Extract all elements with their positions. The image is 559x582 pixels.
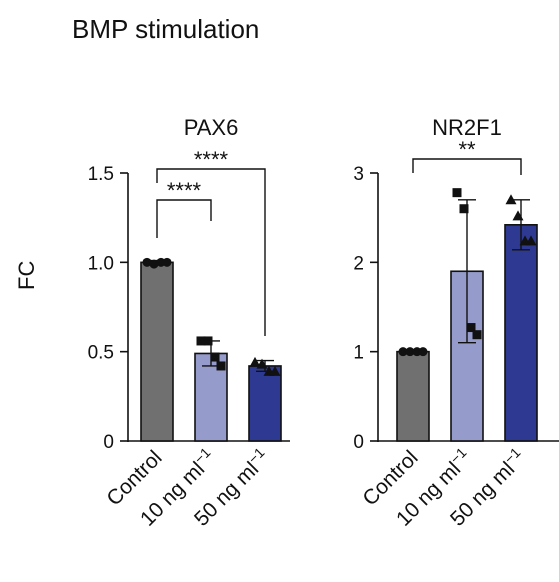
bar [140, 261, 174, 442]
data-point [162, 257, 172, 267]
data-point [249, 356, 261, 367]
bar [396, 350, 430, 442]
data-point [216, 361, 226, 371]
data-point [505, 194, 517, 205]
data-point [525, 235, 537, 246]
data-point [418, 347, 428, 357]
data-point [512, 210, 524, 221]
data-point [459, 204, 469, 214]
chart-title: PAX6 [184, 115, 239, 140]
significance-label: **** [194, 147, 229, 172]
significance-bracket [156, 199, 212, 238]
data-point [256, 358, 268, 369]
y-tick-label: 1 [353, 343, 364, 364]
figure-title: BMP stimulation [72, 14, 260, 44]
data-point [203, 336, 213, 346]
data-point [466, 323, 476, 333]
significance-bracket [412, 158, 522, 175]
data-point [149, 259, 159, 269]
significance-label: ** [458, 137, 476, 162]
data-point [398, 347, 408, 357]
y-tick-label: 1.5 [88, 164, 114, 185]
data-point [452, 188, 462, 198]
y-tick-label: 3 [353, 164, 364, 185]
significance-label: **** [167, 178, 202, 203]
bar [504, 224, 538, 442]
data-point [196, 336, 206, 346]
data-point [405, 347, 415, 357]
bar [248, 365, 282, 442]
y-tick-label: 0 [353, 432, 364, 453]
y-tick-label: 0.5 [88, 343, 114, 364]
y-tick-label: 1.0 [88, 253, 114, 274]
data-point [142, 257, 152, 267]
data-point [472, 330, 482, 340]
data-point [269, 365, 281, 376]
chart-title: NR2F1 [432, 115, 502, 140]
significance-bracket [156, 168, 266, 336]
data-point [210, 352, 220, 362]
y-tick-label: 0 [103, 432, 114, 453]
bar [194, 352, 228, 442]
y-tick-label: 2 [353, 253, 364, 274]
